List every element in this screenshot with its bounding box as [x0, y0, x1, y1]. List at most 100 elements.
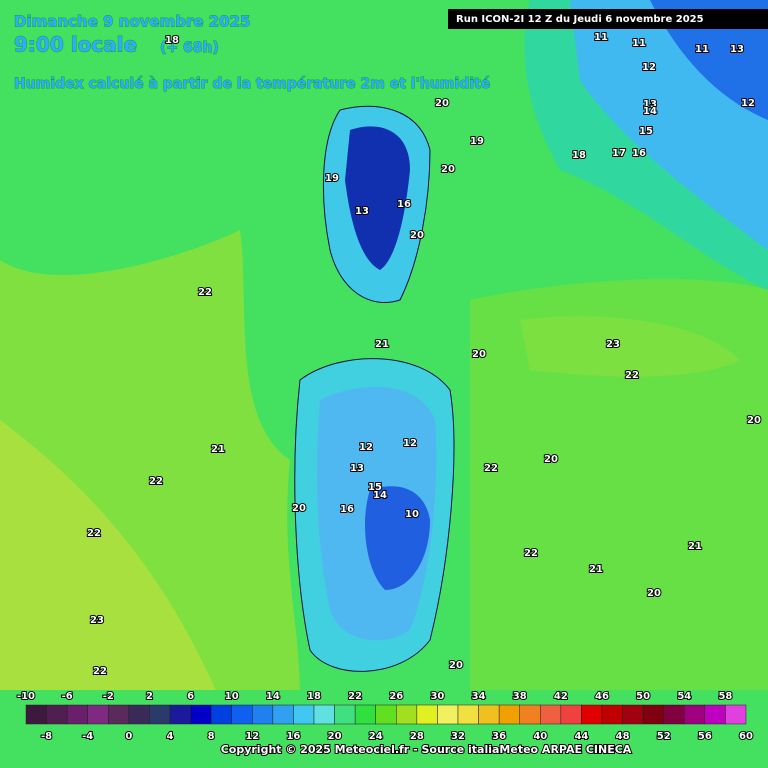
contour-label: 19 [470, 136, 484, 147]
colorbar-top-label: -2 [103, 691, 114, 702]
colorbar-top-label: 26 [389, 691, 403, 702]
colorbar-swatch [704, 704, 726, 725]
contour-label: 21 [589, 564, 603, 575]
colorbar-top-label: 14 [266, 691, 280, 702]
contour-label: 11 [695, 44, 709, 55]
colorbar-swatch [581, 704, 603, 725]
colorbar-swatch [46, 704, 68, 725]
colorbar-bottom-label: 40 [533, 731, 547, 742]
colorbar-top-label: 18 [307, 691, 321, 702]
contour-label: 20 [647, 588, 661, 599]
colorbar-top-label: 34 [472, 691, 486, 702]
contour-label: 13 [355, 206, 369, 217]
colorbar-top-label: 2 [146, 691, 153, 702]
copyright: Copyright © 2025 Meteociel.fr - Source i… [221, 743, 632, 756]
colorbar-bottom-label: 36 [492, 731, 506, 742]
contour-label: 14 [643, 106, 657, 117]
zone-11 [650, 0, 768, 120]
colorbar-swatch [313, 704, 335, 725]
zone-22-inner [0, 420, 220, 700]
colorbar-swatch [725, 704, 747, 725]
colorbar-swatch [642, 704, 664, 725]
colorbar-swatch [519, 704, 541, 725]
colorbar-top-label: 38 [513, 691, 527, 702]
contour-label: 12 [359, 442, 373, 453]
contour-label: 13 [350, 463, 364, 474]
contour-label: 11 [594, 32, 608, 43]
contour-label: 18 [572, 150, 586, 161]
colorbar-swatch [190, 704, 212, 725]
colorbar-swatch [25, 704, 47, 725]
contour-label: 12 [741, 98, 755, 109]
colorbar-swatch [272, 704, 294, 725]
colorbar-bottom-label: 48 [616, 731, 630, 742]
contour-label: 20 [410, 230, 424, 241]
contour-label: 12 [642, 62, 656, 73]
zone-21 [470, 279, 768, 700]
colorbar-swatch [210, 704, 232, 725]
colorbar-bottom-label: 24 [369, 731, 383, 742]
colorbar-top-label: 58 [718, 691, 732, 702]
legend-panel [0, 690, 768, 768]
colorbar-top-label: 42 [554, 691, 568, 702]
contour-label: 20 [441, 164, 455, 175]
colorbar-top-label: 6 [187, 691, 194, 702]
contour-label: 20 [292, 503, 306, 514]
colorbar-bottom-label: 44 [574, 731, 588, 742]
colorbar-swatch [396, 704, 418, 725]
colorbar-bottom-label: 8 [208, 731, 215, 742]
colorbar-bottom-label: 32 [451, 731, 465, 742]
colorbar-swatch [108, 704, 130, 725]
colorbar-swatch [87, 704, 109, 725]
time-label: 9:00 locale [14, 33, 137, 57]
contour-label: 20 [472, 349, 486, 360]
colorbar-top-label: 54 [677, 691, 691, 702]
colorbar-swatch [149, 704, 171, 725]
colorbar-top-label: -6 [62, 691, 73, 702]
colorbar-swatch [560, 704, 582, 725]
contour-label: 20 [435, 98, 449, 109]
colorbar-bottom-label: 52 [657, 731, 671, 742]
contour-label: 13 [730, 44, 744, 55]
contour-label: 22 [198, 287, 212, 298]
contour-label: 22 [93, 666, 107, 677]
date-label: Dimanche 9 novembre 2025 [14, 13, 251, 31]
colorbar-bottom-label: 0 [125, 731, 132, 742]
contour-label: 21 [688, 541, 702, 552]
colorbar-swatch [169, 704, 191, 725]
colorbar-swatch [622, 704, 644, 725]
contour-label: 21 [211, 444, 225, 455]
contour-label: 19 [325, 173, 339, 184]
colorbar-bottom-label: 12 [245, 731, 259, 742]
colorbar-swatch [416, 704, 438, 725]
contour-label: 17 [612, 148, 626, 159]
subtitle: Humidex calculé à partir de la températu… [14, 76, 490, 92]
contour-label: 15 [639, 126, 653, 137]
sardinia-core [365, 486, 430, 590]
contour-label: 23 [606, 339, 620, 350]
contour-label: 16 [632, 148, 646, 159]
contour-label: 11 [632, 38, 646, 49]
colorbar-top-label: 46 [595, 691, 609, 702]
contour-label: 20 [544, 454, 558, 465]
colorbar-bottom-label: -4 [82, 731, 93, 742]
contour-label: 22 [484, 463, 498, 474]
contour-label: 20 [747, 415, 761, 426]
contour-label: 20 [449, 660, 463, 671]
colorbar-swatch [354, 704, 376, 725]
colorbar-swatch [293, 704, 315, 725]
colorbar-bottom-label: 28 [410, 731, 424, 742]
run-banner [448, 9, 768, 29]
colorbar-top-label: -10 [17, 691, 35, 702]
corsica-inner [345, 126, 410, 270]
colorbar-top-label: 30 [430, 691, 444, 702]
colorbar-swatch [601, 704, 623, 725]
colorbar-swatch [663, 704, 685, 725]
colorbar-swatch [437, 704, 459, 725]
colorbar-bottom-label: 60 [739, 731, 753, 742]
colorbar-top-label: 10 [225, 691, 239, 702]
colorbar-swatch [540, 704, 562, 725]
contour-label: 15 [368, 482, 382, 493]
colorbar-swatch [231, 704, 253, 725]
contour-label: 10 [405, 509, 419, 520]
